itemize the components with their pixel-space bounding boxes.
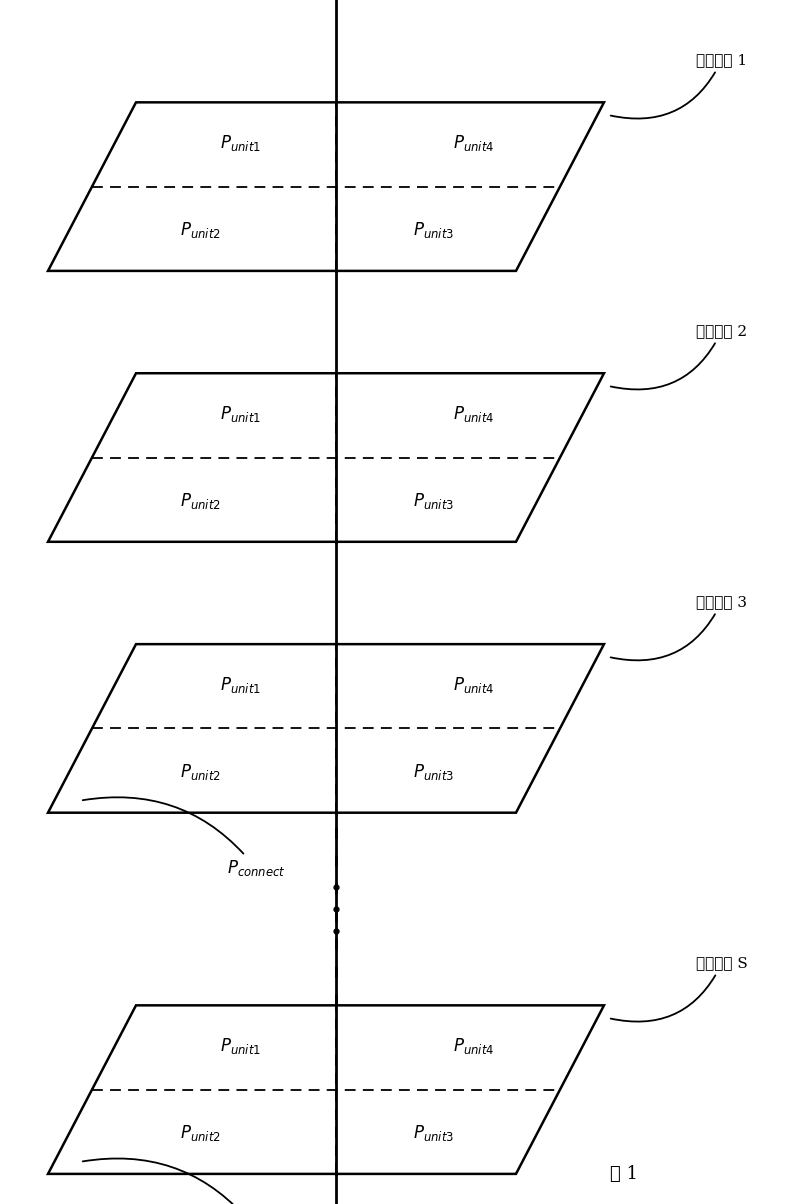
Text: $\mathit{P}_{unit2}$: $\mathit{P}_{unit2}$ (179, 1123, 221, 1144)
Text: 图 1: 图 1 (610, 1165, 638, 1182)
Text: $\mathit{P}_{connect}$: $\mathit{P}_{connect}$ (82, 797, 286, 879)
Text: $\mathit{P}_{unit2}$: $\mathit{P}_{unit2}$ (179, 491, 221, 512)
Text: $\mathit{P}_{unit1}$: $\mathit{P}_{unit1}$ (219, 1035, 261, 1056)
Polygon shape (48, 1005, 604, 1174)
Text: $\mathit{P}_{unit3}$: $\mathit{P}_{unit3}$ (414, 491, 454, 512)
Text: $\mathit{P}_{unit1}$: $\mathit{P}_{unit1}$ (219, 674, 261, 695)
Text: $\mathit{P}_{unit1}$: $\mathit{P}_{unit1}$ (219, 403, 261, 424)
Text: $\mathit{P}_{unit3}$: $\mathit{P}_{unit3}$ (414, 1123, 454, 1144)
Text: $\mathit{P}_{unit3}$: $\mathit{P}_{unit3}$ (414, 762, 454, 783)
Text: $\mathit{P}_{connect}$: $\mathit{P}_{connect}$ (82, 1158, 286, 1204)
Text: $\mathit{P}_{unit4}$: $\mathit{P}_{unit4}$ (454, 1035, 494, 1056)
Text: 电路布局 3: 电路布局 3 (610, 595, 747, 660)
Text: $\mathit{P}_{unit1}$: $\mathit{P}_{unit1}$ (219, 132, 261, 153)
Text: 电路布局 2: 电路布局 2 (610, 324, 747, 389)
Text: $\mathit{P}_{unit2}$: $\mathit{P}_{unit2}$ (179, 762, 221, 783)
Text: $\mathit{P}_{unit4}$: $\mathit{P}_{unit4}$ (454, 674, 494, 695)
Text: $\mathit{P}_{unit2}$: $\mathit{P}_{unit2}$ (179, 220, 221, 241)
Polygon shape (48, 373, 604, 542)
Text: 电路布局 S: 电路布局 S (610, 956, 748, 1022)
Text: $\mathit{P}_{unit4}$: $\mathit{P}_{unit4}$ (454, 132, 494, 153)
Text: 电路布局 1: 电路布局 1 (610, 53, 747, 118)
Text: $\mathit{P}_{unit3}$: $\mathit{P}_{unit3}$ (414, 220, 454, 241)
Polygon shape (48, 644, 604, 813)
Polygon shape (48, 102, 604, 271)
Text: $\mathit{P}_{unit4}$: $\mathit{P}_{unit4}$ (454, 403, 494, 424)
